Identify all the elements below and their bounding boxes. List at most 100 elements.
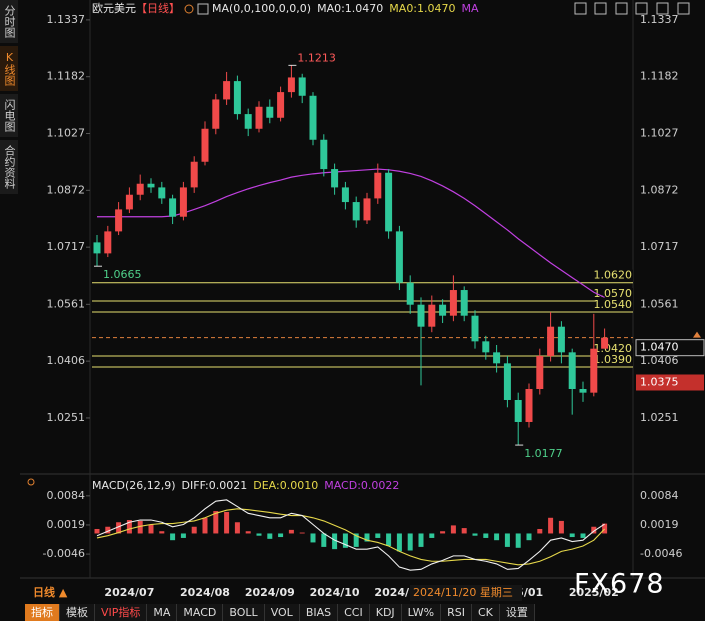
indicator-tab[interactable]: 设置 [500, 604, 535, 621]
indicator-tab[interactable]: MACD [177, 604, 224, 621]
indicator-tab[interactable]: 指标 [25, 604, 60, 621]
macd-bar [504, 533, 510, 547]
y-tick-label: 1.0406 [47, 354, 86, 367]
indicator-tab[interactable]: BIAS [300, 604, 339, 621]
indicator-tab[interactable]: RSI [441, 604, 472, 621]
candle-body [298, 77, 306, 96]
macd-bar [137, 520, 143, 534]
indicator-tab[interactable]: BOLL [223, 604, 265, 621]
candle-body [449, 290, 457, 316]
candle-body [309, 95, 317, 140]
macd-bar [159, 531, 165, 534]
indicator-tab[interactable]: MA [147, 604, 178, 621]
y-tick-label: 1.1027 [47, 127, 86, 140]
icon-button[interactable] [615, 2, 628, 15]
watermark: FX678 [574, 569, 665, 600]
candle-body [341, 187, 349, 203]
indicator-icon[interactable] [27, 478, 35, 486]
icon-button[interactable] [574, 2, 587, 15]
macd-bar [418, 533, 424, 547]
symbol: 欧元美元 [92, 2, 136, 15]
macd-bar [407, 533, 413, 551]
y-tick-label: 0.0084 [640, 489, 679, 502]
candle-body [266, 106, 274, 118]
macd-title: MACD(26,12,9) [92, 479, 176, 492]
indicator-tab[interactable]: CK [472, 604, 500, 621]
candle-body [244, 114, 252, 129]
y-tick-label: -0.0046 [640, 547, 682, 560]
side-tab[interactable]: 分时图 [0, 0, 18, 43]
x-tick-label: 2024/09 [245, 586, 295, 599]
period-icon [184, 4, 194, 14]
macd-bar [515, 533, 521, 548]
y-tick-label: 1.0251 [640, 411, 679, 424]
candle-body [590, 348, 598, 393]
side-tab[interactable]: 合约资料 [0, 140, 18, 194]
candle-body [557, 326, 565, 353]
y-tick-label: 1.1182 [640, 70, 679, 83]
macd-bar [494, 533, 500, 541]
price-tag-label: 1.0375 [640, 376, 679, 389]
indicator-tab[interactable]: LW% [402, 604, 442, 621]
macd-bar [288, 529, 294, 534]
diff-line [96, 499, 605, 571]
candle-body [536, 356, 544, 389]
macd-legend: DIFF:0.0021 [182, 479, 248, 492]
macd-bar [483, 533, 489, 538]
macd-bar [278, 533, 284, 538]
indicator-tab[interactable]: VIP指标 [95, 604, 148, 621]
y-tick-label: 0.0084 [47, 489, 86, 502]
indicator-tab[interactable]: VOL [265, 604, 300, 621]
macd-bar [461, 528, 467, 534]
candle-body [201, 128, 209, 162]
macd-bar [526, 533, 532, 541]
ma-legend: MA [462, 2, 479, 15]
icon-button[interactable] [594, 2, 607, 15]
level-label: 1.0540 [594, 298, 633, 311]
side-tab[interactable]: 闪电图 [0, 94, 18, 137]
y-tick-label: 0.0019 [47, 518, 86, 531]
macd-bar [116, 522, 122, 534]
cursor-label-bg [410, 585, 522, 601]
price-tag [636, 374, 704, 391]
macd-bar [234, 522, 240, 534]
y-tick-label: 1.1182 [47, 70, 86, 83]
candle-body [417, 304, 425, 327]
macd-legend: DEA:0.0010 [253, 479, 318, 492]
macd-bar [386, 533, 392, 547]
indicator-tab[interactable]: KDJ [370, 604, 402, 621]
candle-body [93, 242, 101, 254]
candle-body [471, 315, 479, 342]
macd-bar [126, 520, 132, 534]
macd-bar [472, 533, 478, 536]
x-tick-label: 2024/10 [310, 586, 360, 599]
side-tabs: 分时图 K线图闪电图合约资料 [0, 0, 18, 194]
y-tick-label: 1.1027 [640, 127, 679, 140]
macd-bar [245, 531, 251, 534]
candle-body [514, 399, 522, 422]
ma-legend: MA(0,0,100,0,0,0) [212, 2, 311, 15]
indicator-tab[interactable]: CCI [338, 604, 370, 621]
ma-legend: MA0:1.0470 [317, 2, 383, 15]
icon-button[interactable] [635, 2, 648, 15]
y-tick-label: -0.0046 [43, 547, 85, 560]
macd-bar [224, 511, 230, 534]
icon-button[interactable] [677, 2, 690, 15]
icon-button[interactable] [656, 2, 669, 15]
y-tick-label: 1.0717 [640, 240, 679, 253]
current-price-tag [635, 339, 705, 357]
x-tick-label: 2025/02 [569, 586, 619, 599]
candle-body [493, 352, 501, 364]
macd-bar [310, 533, 316, 543]
cursor-label: 2024/11/20 星期三 [413, 586, 513, 599]
macd-bar [105, 526, 111, 534]
macd-bar [569, 533, 575, 538]
indicator-tab[interactable]: 模板 [60, 604, 95, 621]
candle-body [568, 352, 576, 389]
side-tab[interactable]: K线图 [0, 46, 18, 91]
annotation: 1.0177 [524, 447, 563, 460]
candle-body [233, 81, 241, 115]
